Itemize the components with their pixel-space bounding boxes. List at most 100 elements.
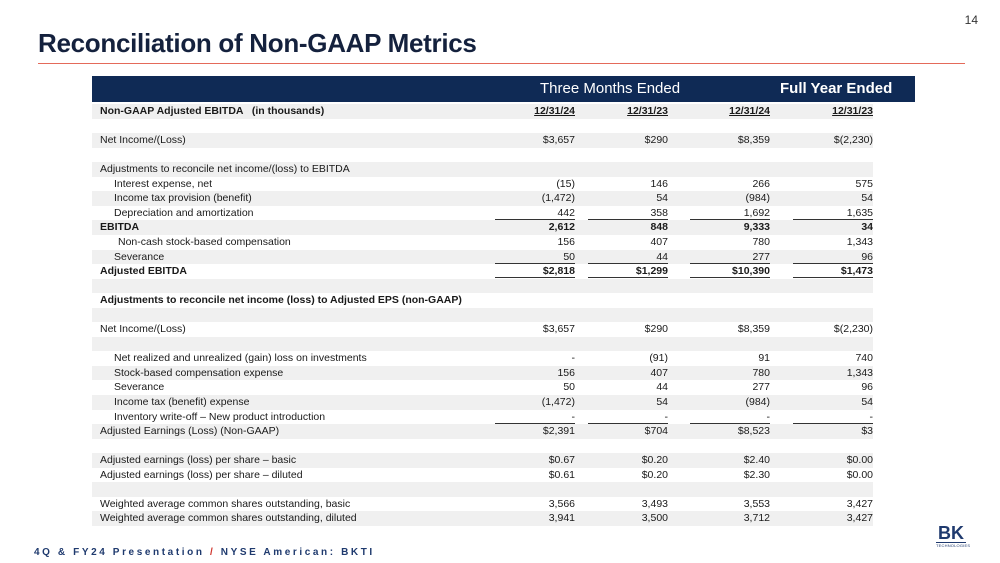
row-label: Income tax (benefit) expense xyxy=(114,396,250,408)
logo-mark: BK xyxy=(936,523,966,543)
cell-value: 9,333 xyxy=(743,221,770,234)
cell-value: $10,390 xyxy=(690,264,770,281)
row-label: Weighted average common shares outstandi… xyxy=(100,512,357,525)
column-header: 12/31/23 xyxy=(588,104,668,117)
table-row: Weighted average common shares outstandi… xyxy=(92,511,873,526)
table-row: Severance 50 44 277 96 xyxy=(92,249,873,264)
cell-value: $3 xyxy=(861,425,873,438)
cell-value: $8,523 xyxy=(737,425,770,438)
row-label: Non-cash stock-based compensation xyxy=(118,235,291,248)
cell-value: 44 xyxy=(656,381,668,394)
row-label: Severance xyxy=(114,250,165,263)
cell-value: 34 xyxy=(861,221,873,234)
date-label: 12/31/24 xyxy=(534,105,575,117)
cell-value: - xyxy=(495,410,575,424)
table-row: Depreciation and amortization 442 358 1,692… xyxy=(92,206,873,221)
cell-value: 780 xyxy=(752,235,770,248)
cell-value: (1,472) xyxy=(541,396,575,408)
cell-value: 1,343 xyxy=(846,366,873,379)
footer: 4Q & FY24 Presentation / NYSE American: … xyxy=(34,547,375,558)
cell-value: $0.67 xyxy=(548,454,575,467)
page-number: 14 xyxy=(964,13,978,27)
cell-value: 54 xyxy=(656,396,668,408)
spacer-row xyxy=(92,307,873,323)
row-label: Adjusted earnings (loss) per share – dil… xyxy=(100,468,303,481)
table-row: Net Income/(Loss) $3,657 $290 $8,359 $(2,230… xyxy=(92,133,873,148)
cell-value: $290 xyxy=(644,323,668,336)
row-label: Adjustments to reconcile net income/(los… xyxy=(100,163,350,176)
cell-value: $8,359 xyxy=(737,134,770,147)
cell-value: 358 xyxy=(588,206,668,220)
cell-value: 277 xyxy=(752,381,770,394)
cell-value: 575 xyxy=(855,177,873,190)
spacer-row xyxy=(92,482,873,497)
column-group-bar: Three Months Ended Full Year Ended xyxy=(92,76,915,102)
footer-separator: / xyxy=(209,547,216,558)
cell-value: 266 xyxy=(752,177,770,190)
logo: BK TECHNOLOGIES xyxy=(936,523,970,548)
cell-value: 740 xyxy=(855,352,873,365)
row-label: Adjusted EBITDA xyxy=(100,265,187,278)
row-label: Inventory write-off – New product introd… xyxy=(114,410,326,423)
row-label: Income tax provision (benefit) xyxy=(114,192,252,205)
row-label: Severance xyxy=(114,381,165,394)
cell-value: 96 xyxy=(861,381,873,394)
cell-value: 1,635 xyxy=(793,206,873,220)
spacer-row xyxy=(92,336,873,352)
row-label: Net Income/(Loss) xyxy=(100,323,186,336)
footer-text: NYSE American: BKTI xyxy=(220,547,375,558)
cell-value: $(2,230) xyxy=(833,134,873,147)
cell-value: - xyxy=(690,410,770,424)
date-label: 12/31/24 xyxy=(729,105,770,117)
table-row: EBITDA 2,612 848 9,333 34 xyxy=(92,220,873,235)
cell-value: 277 xyxy=(690,250,770,264)
cell-value: 3,566 xyxy=(548,497,575,510)
cell-value: (1,472) xyxy=(541,192,575,205)
cell-value: 44 xyxy=(588,250,668,264)
row-label: Net Income/(Loss) xyxy=(100,134,186,147)
spacer-row xyxy=(92,439,873,454)
spacer-row xyxy=(92,148,873,163)
date-label: 12/31/23 xyxy=(832,105,873,117)
table-row: Inventory write-off – New product introd… xyxy=(92,410,873,425)
cell-value: $0.61 xyxy=(548,468,575,481)
table-row: Adjusted earnings (loss) per share – bas… xyxy=(92,453,873,468)
cell-value: (984) xyxy=(745,192,770,205)
row-label: Weighted average common shares outstandi… xyxy=(100,497,351,510)
cell-value: $704 xyxy=(644,425,668,438)
table-row: Net Income/(Loss) $3,657 $290 $8,359 $(2,230… xyxy=(92,322,873,337)
cell-value: 407 xyxy=(650,235,668,248)
cell-value: 54 xyxy=(656,192,668,205)
table-row: Severance 50 44 277 96 xyxy=(92,380,873,395)
cell-value: $0.00 xyxy=(846,454,873,467)
table-row: Income tax provision (benefit) (1,472) 54 (… xyxy=(92,191,873,206)
cell-value: 50 xyxy=(563,381,575,394)
cell-value: 2,612 xyxy=(548,221,575,234)
table-row: Stock-based compensation expense 156 407 78… xyxy=(92,365,873,381)
cell-value: 54 xyxy=(861,396,873,408)
cell-value: $2,391 xyxy=(542,425,575,438)
cell-value: $1,473 xyxy=(793,264,873,281)
row-label: Adjustments to reconcile net income (los… xyxy=(100,294,462,307)
cell-value: 3,427 xyxy=(846,497,873,510)
cell-value: 3,941 xyxy=(548,512,575,525)
table-row: Net realized and unrealized (gain) loss … xyxy=(92,351,873,366)
row-label: EBITDA xyxy=(100,221,140,234)
table-row: Adjusted Earnings (Loss) (Non-GAAP) $2,39… xyxy=(92,424,873,439)
cell-value: (15) xyxy=(556,177,575,190)
title-rule xyxy=(38,63,965,64)
cell-value: - xyxy=(588,410,668,424)
cell-value: $2,818 xyxy=(495,264,575,281)
spacer-row xyxy=(92,278,873,294)
cell-value: - xyxy=(793,410,873,424)
table-row: Adjusted earnings (loss) per share – dil… xyxy=(92,468,873,483)
slide-title: Reconciliation of Non-GAAP Metrics xyxy=(38,28,477,58)
column-group: Three Months Ended xyxy=(540,80,681,97)
column-group: Full Year Ended xyxy=(780,80,893,97)
row-label: Adjusted Earnings (Loss) (Non-GAAP) xyxy=(100,425,280,438)
cell-value: 3,553 xyxy=(743,497,770,510)
cell-value: - xyxy=(571,352,576,365)
cell-value: 3,500 xyxy=(641,512,668,525)
cell-value: $0.00 xyxy=(846,468,873,481)
